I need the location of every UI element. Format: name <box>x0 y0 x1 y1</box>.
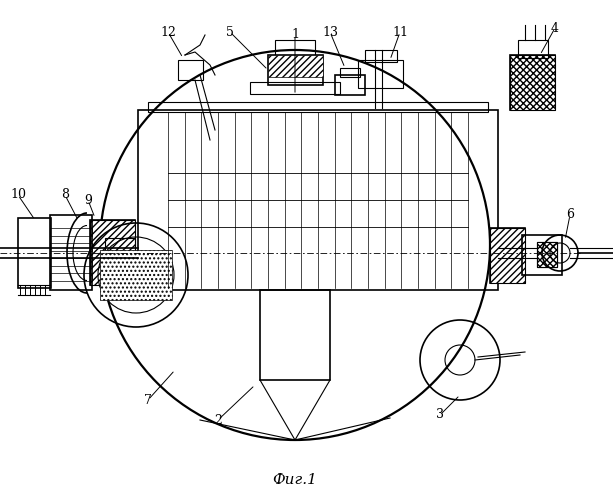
Bar <box>490 228 525 283</box>
Text: Фиг.1: Фиг.1 <box>273 473 318 487</box>
Bar <box>275 40 315 57</box>
Bar <box>50 258 92 266</box>
Bar <box>335 75 365 95</box>
Bar <box>50 243 92 251</box>
Bar <box>365 50 397 62</box>
Bar <box>90 220 135 285</box>
Bar <box>148 102 488 112</box>
Bar <box>510 55 555 110</box>
Text: 4: 4 <box>551 22 559 35</box>
Text: 13: 13 <box>322 26 338 38</box>
Bar <box>537 242 557 267</box>
Text: 2: 2 <box>214 414 222 426</box>
Bar <box>50 273 92 281</box>
Text: 7: 7 <box>144 394 152 406</box>
Bar <box>250 82 340 94</box>
Bar <box>268 55 323 85</box>
Bar <box>518 40 548 58</box>
Bar <box>537 242 557 267</box>
Text: 12: 12 <box>160 26 176 38</box>
Text: 5: 5 <box>226 26 234 38</box>
Bar <box>358 60 403 88</box>
Bar <box>138 110 498 290</box>
Bar <box>490 228 525 283</box>
Bar <box>522 235 562 275</box>
Bar <box>90 220 135 285</box>
Bar <box>268 55 323 77</box>
Text: 6: 6 <box>566 208 574 222</box>
Text: 11: 11 <box>392 26 408 38</box>
Bar <box>260 290 330 380</box>
Bar <box>50 228 92 236</box>
Text: 1: 1 <box>291 28 299 42</box>
Bar <box>340 68 360 77</box>
Bar <box>105 238 135 268</box>
Text: 8: 8 <box>61 188 69 202</box>
Bar <box>510 55 555 110</box>
Bar <box>18 218 51 288</box>
Bar <box>178 60 203 80</box>
Bar <box>100 250 172 300</box>
Bar <box>50 215 92 290</box>
Text: 3: 3 <box>436 408 444 422</box>
Text: 9: 9 <box>84 194 92 206</box>
Text: 10: 10 <box>10 188 26 202</box>
